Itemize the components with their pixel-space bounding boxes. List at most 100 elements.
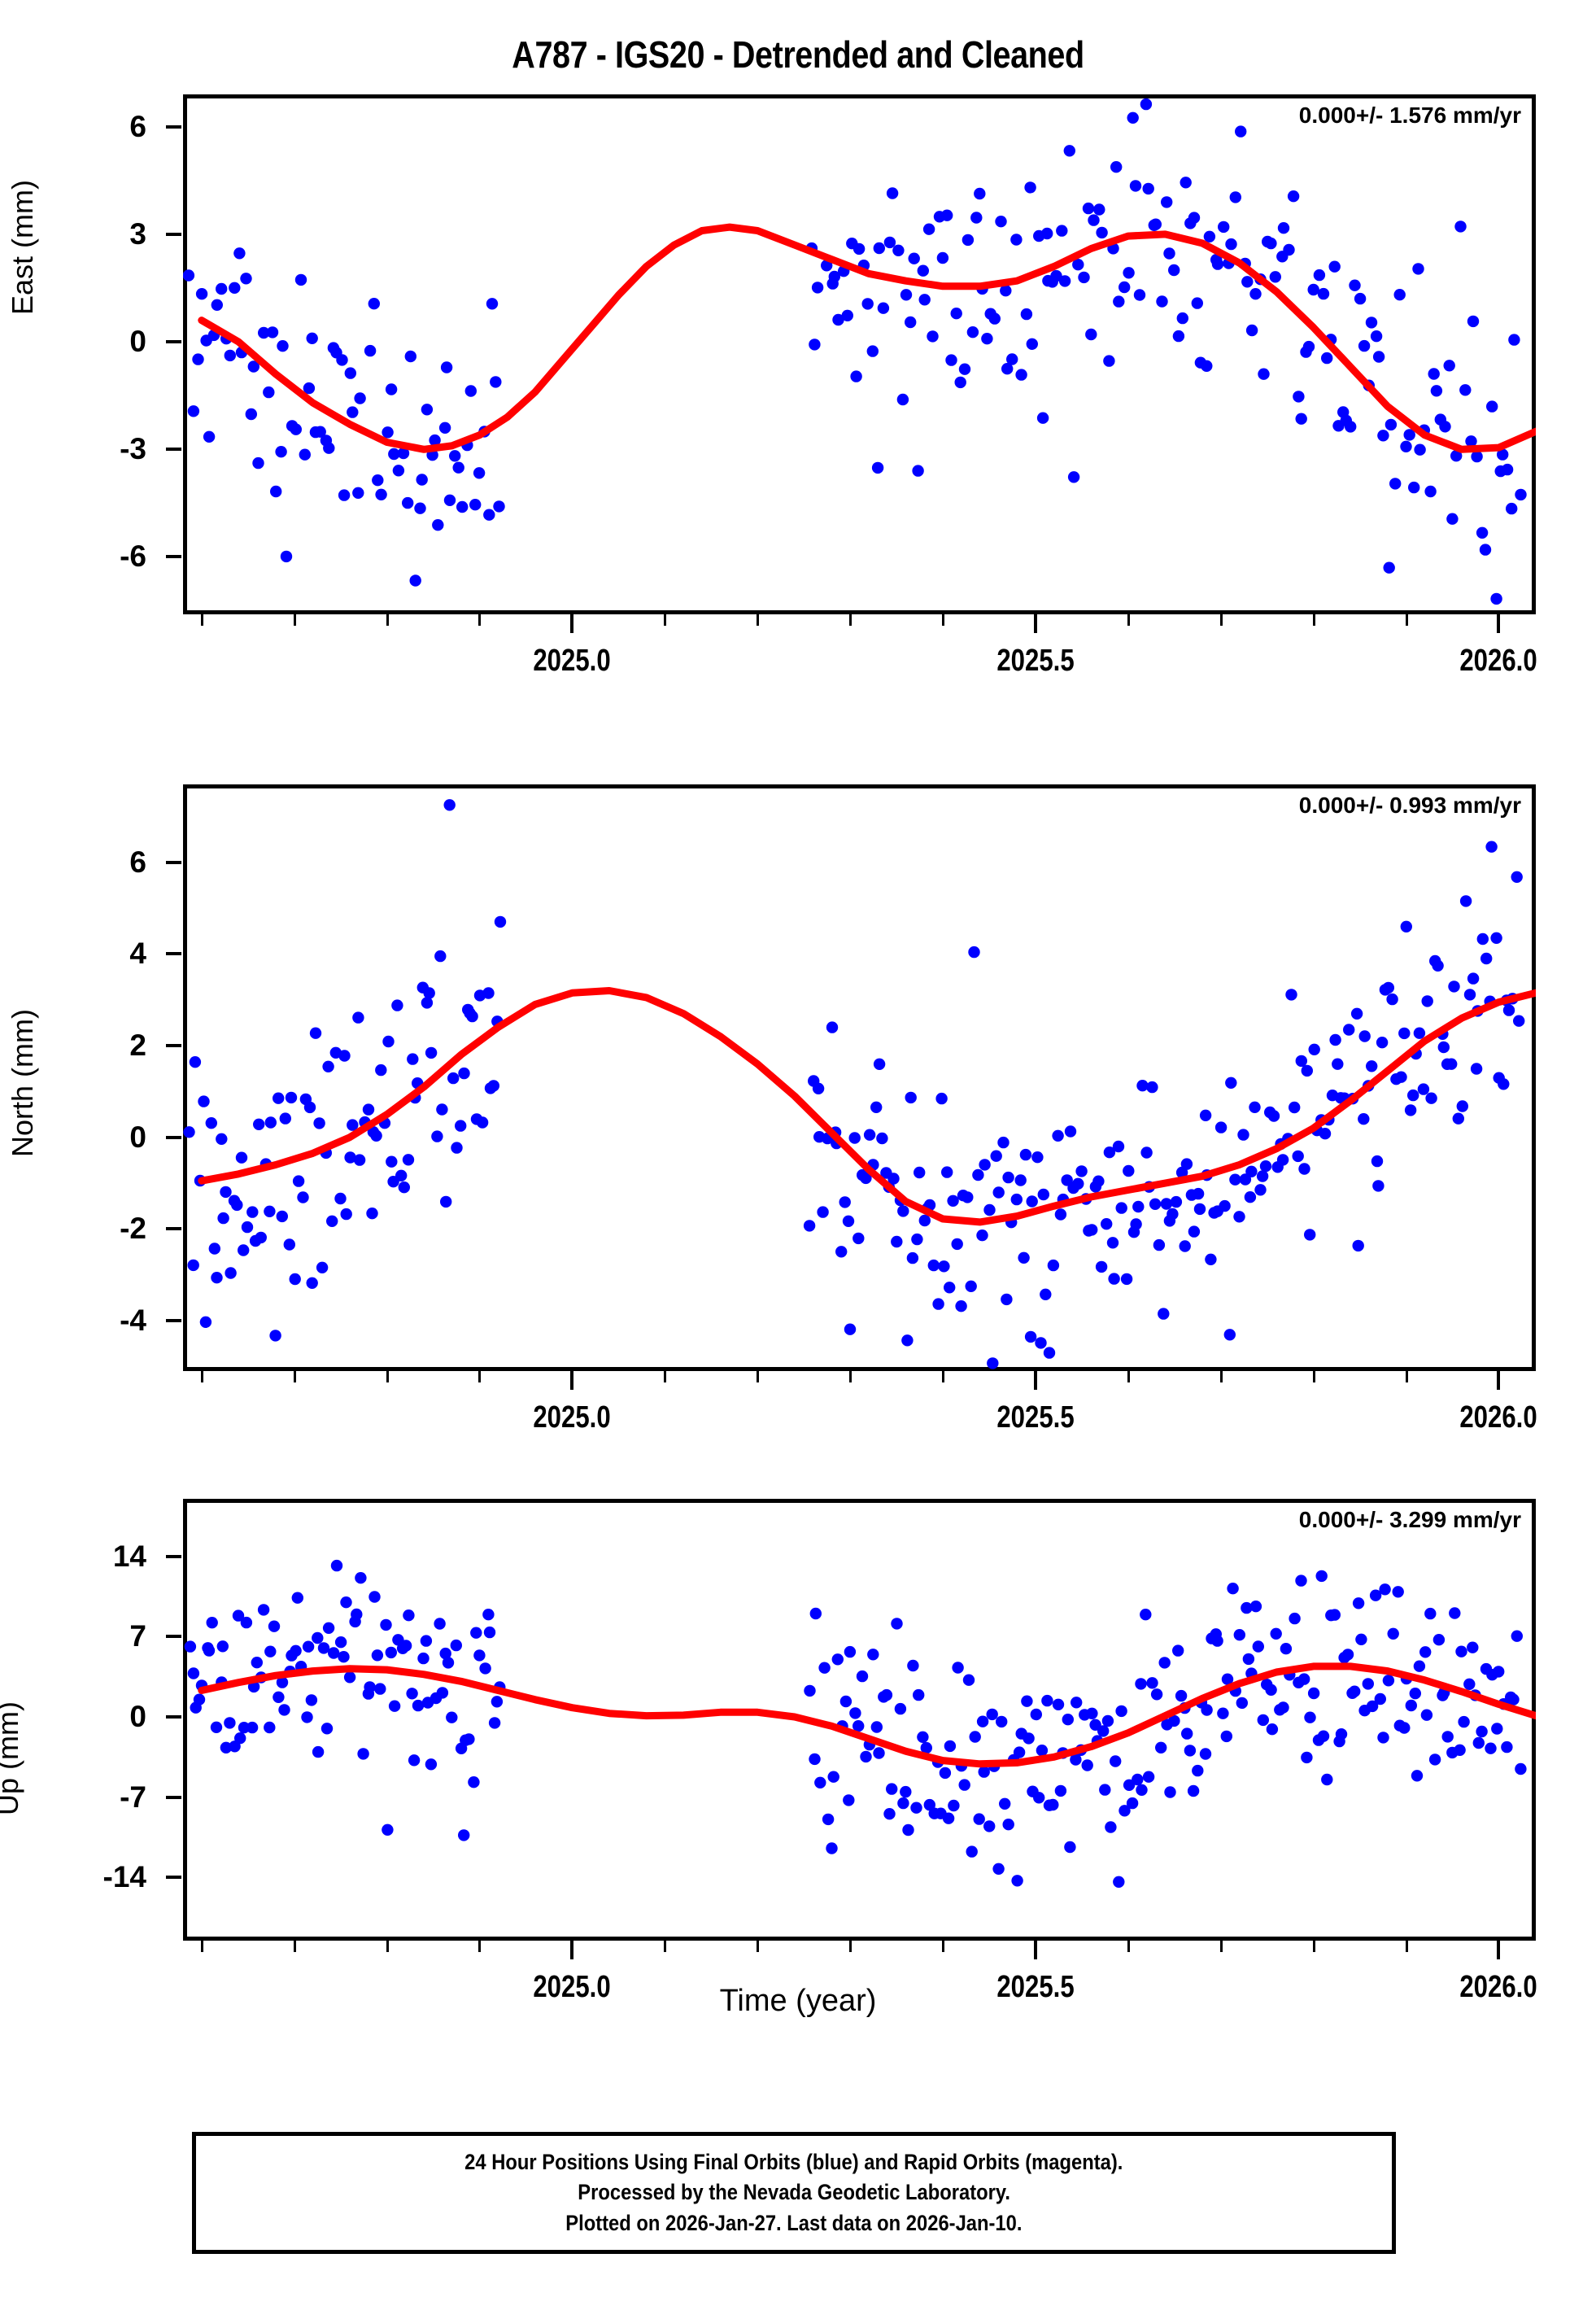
- plot-frame-north: [183, 784, 1536, 1371]
- y-tick-north-0: [166, 860, 181, 864]
- y-tick-up-2: [166, 1714, 181, 1719]
- x-tick-minor-east-9: [1219, 614, 1223, 626]
- x-tick-label-north-0: 2025.0: [533, 1400, 612, 1435]
- y-tick-east-3: [166, 448, 181, 452]
- footer-line-1: 24 Hour Positions Using Final Orbits (bl…: [464, 2150, 1123, 2175]
- chart-panel-north: 0.000+/- 0.993 mm/yr: [183, 784, 1536, 1371]
- fit-curve-east: [198, 223, 1536, 453]
- y-tick-label-east-2: 0: [129, 325, 146, 359]
- y-tick-label-north-5: -4: [120, 1304, 146, 1338]
- y-tick-label-east-1: 3: [129, 216, 146, 251]
- x-tick-minor-up-5: [757, 1941, 760, 1952]
- x-tick-major-east-0: [570, 614, 574, 633]
- y-tick-label-up-4: -14: [102, 1860, 146, 1894]
- x-tick-major-up-2: [1497, 1941, 1501, 1959]
- x-tick-minor-east-1: [293, 614, 296, 626]
- x-tick-minor-up-8: [1127, 1941, 1130, 1952]
- y-tick-label-up-2: 0: [129, 1699, 146, 1733]
- y-tick-east-2: [166, 340, 181, 344]
- plot-area-east: [183, 98, 1536, 605]
- x-tick-minor-east-0: [200, 614, 203, 626]
- fit-curve-up: [198, 1662, 1536, 1768]
- footer-caption-box: 24 Hour Positions Using Final Orbits (bl…: [192, 2132, 1396, 2254]
- x-tick-minor-north-9: [1219, 1371, 1223, 1382]
- rate-annotation-up: 0.000+/- 3.299 mm/yr: [1298, 1507, 1521, 1532]
- x-tick-label-up-0: 2025.0: [533, 1970, 612, 2004]
- x-tick-minor-east-2: [386, 614, 389, 626]
- x-tick-label-up-2: 2026.0: [1459, 1970, 1538, 2004]
- y-tick-up-4: [166, 1876, 181, 1880]
- y-tick-label-north-2: 2: [129, 1029, 146, 1063]
- x-axis-title: Time (year): [719, 1984, 877, 2018]
- chart-panel-east: 0.000+/- 1.576 mm/yr: [183, 94, 1536, 614]
- rate-annotation-north: 0.000+/- 0.993 mm/yr: [1298, 793, 1521, 818]
- y-tick-up-0: [166, 1554, 181, 1558]
- x-tick-minor-north-0: [200, 1371, 203, 1382]
- x-tick-major-east-1: [1033, 614, 1037, 633]
- x-tick-label-north-2: 2026.0: [1459, 1400, 1538, 1435]
- x-tick-minor-east-4: [664, 614, 667, 626]
- x-tick-minor-up-6: [849, 1941, 853, 1952]
- x-tick-major-up-1: [1033, 1941, 1037, 1959]
- rate-annotation-east: 0.000+/- 1.576 mm/yr: [1298, 103, 1521, 128]
- y-tick-east-4: [166, 555, 181, 559]
- x-tick-label-up-1: 2025.5: [996, 1970, 1075, 2004]
- x-tick-minor-north-5: [757, 1371, 760, 1382]
- x-tick-label-east-1: 2025.5: [996, 644, 1075, 678]
- x-tick-minor-north-10: [1312, 1371, 1315, 1382]
- x-tick-minor-north-1: [293, 1371, 296, 1382]
- y-tick-label-north-3: 0: [129, 1120, 146, 1154]
- x-tick-minor-up-10: [1312, 1941, 1315, 1952]
- x-tick-major-north-2: [1497, 1371, 1501, 1390]
- x-tick-label-east-2: 2026.0: [1459, 644, 1538, 678]
- y-tick-label-east-4: -6: [120, 539, 146, 574]
- x-tick-minor-up-0: [200, 1941, 203, 1952]
- y-tick-north-2: [166, 1044, 181, 1048]
- y-tick-label-east-3: -3: [120, 432, 146, 466]
- y-tick-north-4: [166, 1227, 181, 1231]
- y-tick-label-up-3: -7: [120, 1780, 146, 1814]
- x-tick-label-north-1: 2025.5: [996, 1400, 1075, 1435]
- scatter-points-east: [183, 98, 1527, 605]
- x-tick-minor-up-7: [942, 1941, 944, 1952]
- x-tick-minor-east-5: [757, 614, 760, 626]
- y-tick-north-3: [166, 1135, 181, 1139]
- y-tick-label-up-1: 7: [129, 1619, 146, 1653]
- x-tick-minor-north-3: [478, 1371, 482, 1382]
- x-tick-minor-east-6: [849, 614, 853, 626]
- plot-area-north: [183, 799, 1536, 1369]
- x-tick-major-north-0: [570, 1371, 574, 1390]
- x-tick-minor-east-8: [1127, 614, 1130, 626]
- y-tick-label-up-0: 14: [112, 1539, 146, 1573]
- x-tick-minor-north-11: [1405, 1371, 1408, 1382]
- y-tick-east-0: [166, 124, 181, 129]
- scatter-points-north: [183, 799, 1525, 1369]
- x-tick-minor-up-1: [293, 1941, 296, 1952]
- x-tick-minor-up-4: [664, 1941, 667, 1952]
- x-tick-major-up-0: [570, 1941, 574, 1959]
- y-tick-label-north-0: 6: [129, 845, 146, 879]
- x-tick-minor-north-2: [386, 1371, 389, 1382]
- x-tick-minor-up-9: [1219, 1941, 1223, 1952]
- x-tick-minor-north-6: [849, 1371, 853, 1382]
- y-tick-up-1: [166, 1635, 181, 1639]
- x-tick-minor-east-7: [942, 614, 944, 626]
- scatter-points-up: [184, 1559, 1527, 1888]
- footer-line-2: Processed by the Nevada Geodetic Laborat…: [578, 2180, 1010, 2205]
- x-tick-label-east-0: 2025.0: [533, 644, 612, 678]
- y-tick-label-north-4: -2: [120, 1212, 146, 1246]
- chart-panel-up: 0.000+/- 3.299 mm/yr: [183, 1499, 1536, 1941]
- x-tick-minor-up-11: [1405, 1941, 1408, 1952]
- y-tick-north-1: [166, 952, 181, 956]
- x-tick-minor-up-3: [478, 1941, 482, 1952]
- y-tick-east-1: [166, 232, 181, 236]
- x-tick-minor-north-4: [664, 1371, 667, 1382]
- x-tick-minor-east-3: [478, 614, 482, 626]
- y-tick-up-3: [166, 1795, 181, 1799]
- x-tick-minor-up-2: [386, 1941, 389, 1952]
- x-tick-major-north-1: [1033, 1371, 1037, 1390]
- x-tick-minor-east-11: [1405, 614, 1408, 626]
- page-title: A787 - IGS20 - Detrended and Cleaned: [512, 33, 1084, 76]
- fit-curve-north: [198, 987, 1536, 1226]
- footer-line-3: Plotted on 2026-Jan-27. Last data on 202…: [565, 2210, 1023, 2235]
